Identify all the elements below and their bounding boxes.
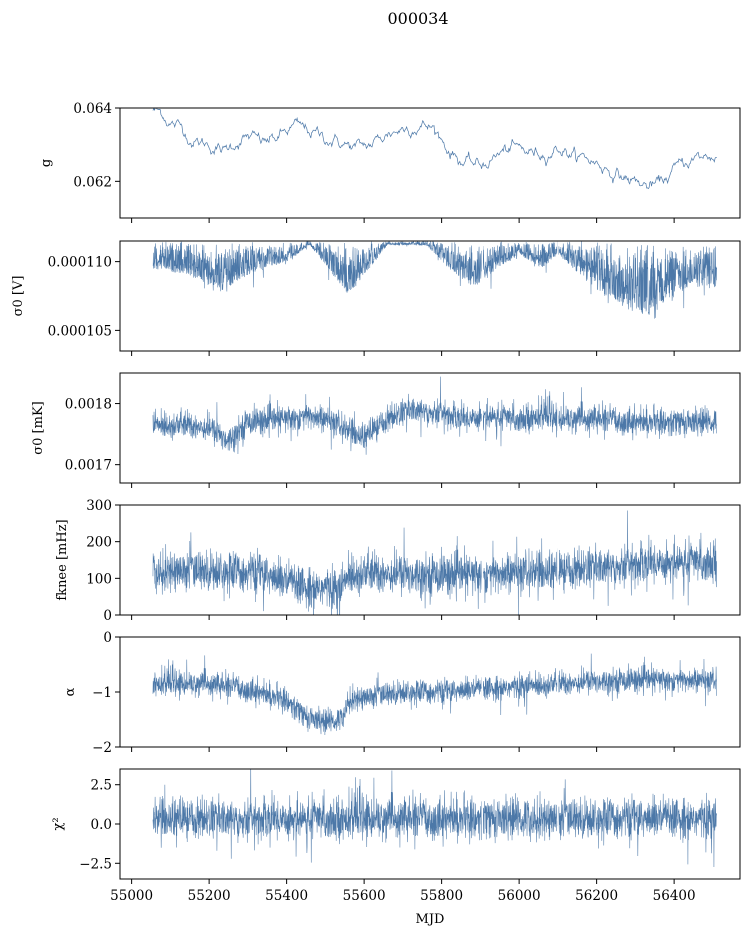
axes-frame [119, 107, 741, 219]
panel-1: 0.062 0.064 g [39, 101, 741, 223]
y-tick-label: 0.0018 [65, 397, 112, 413]
y-tick-label: 0.064 [73, 101, 112, 117]
x-tick-label: 55600 [343, 888, 386, 904]
series-line [152, 769, 718, 867]
x-tick-label: 55200 [188, 888, 231, 904]
x-tick-label: 55400 [265, 888, 308, 904]
y-tick-label: −2.5 [79, 856, 112, 872]
y-axis-label: fknee [mHz] [55, 519, 70, 600]
x-tick-label: 56400 [653, 888, 696, 904]
y-tick-label: 300 [86, 498, 112, 514]
series-line [152, 376, 718, 455]
figure-title: 000034 [387, 9, 448, 28]
y-axis-label: g [39, 159, 54, 167]
y-tick-label: 0.000110 [48, 255, 112, 271]
y-tick-label: −1 [92, 685, 112, 701]
y-tick-label: −2 [92, 740, 112, 756]
y-tick-label: 2.5 [91, 778, 112, 794]
y-tick-label: 0.0 [91, 817, 112, 833]
x-tick-label: 55800 [420, 888, 463, 904]
series-line [152, 653, 718, 736]
y-tick-label: 0.0017 [65, 458, 112, 474]
series-line [152, 510, 718, 615]
panel-5: −2 −1 0 α [63, 630, 741, 756]
panel-2: 0.000105 0.000110 σ0 [V] [11, 240, 741, 356]
y-tick-label: 0.000105 [48, 323, 112, 339]
series-line [152, 241, 718, 319]
y-axis-label: σ0 [V] [11, 276, 26, 317]
x-axis-label: MJD [416, 912, 445, 927]
panel-6: −2.5 0.0 2.5 55000 55200 55400 55600 55800 56000… [51, 768, 741, 904]
x-tick-label: 56200 [575, 888, 618, 904]
y-axis-label: σ0 [mK] [31, 401, 46, 454]
y-tick-label: 0 [103, 630, 112, 646]
axes-frame [119, 504, 741, 616]
y-tick-label: 200 [86, 535, 112, 551]
y-axis-label: α [63, 687, 78, 696]
axes-frame [119, 240, 741, 352]
x-tick-label: 55000 [110, 888, 153, 904]
y-tick-label: 0 [103, 608, 112, 624]
series-line [152, 108, 717, 190]
axes-frame [119, 372, 741, 484]
y-axis-label: χ² [51, 817, 66, 830]
y-tick-label: 0.062 [73, 174, 112, 190]
panel-4: 0 100 200 300 fknee [mHz] [55, 498, 741, 624]
x-tick-label: 56000 [498, 888, 541, 904]
y-tick-label: 100 [86, 571, 112, 587]
panel-3: 0.0017 0.0018 σ0 [mK] [31, 372, 741, 488]
